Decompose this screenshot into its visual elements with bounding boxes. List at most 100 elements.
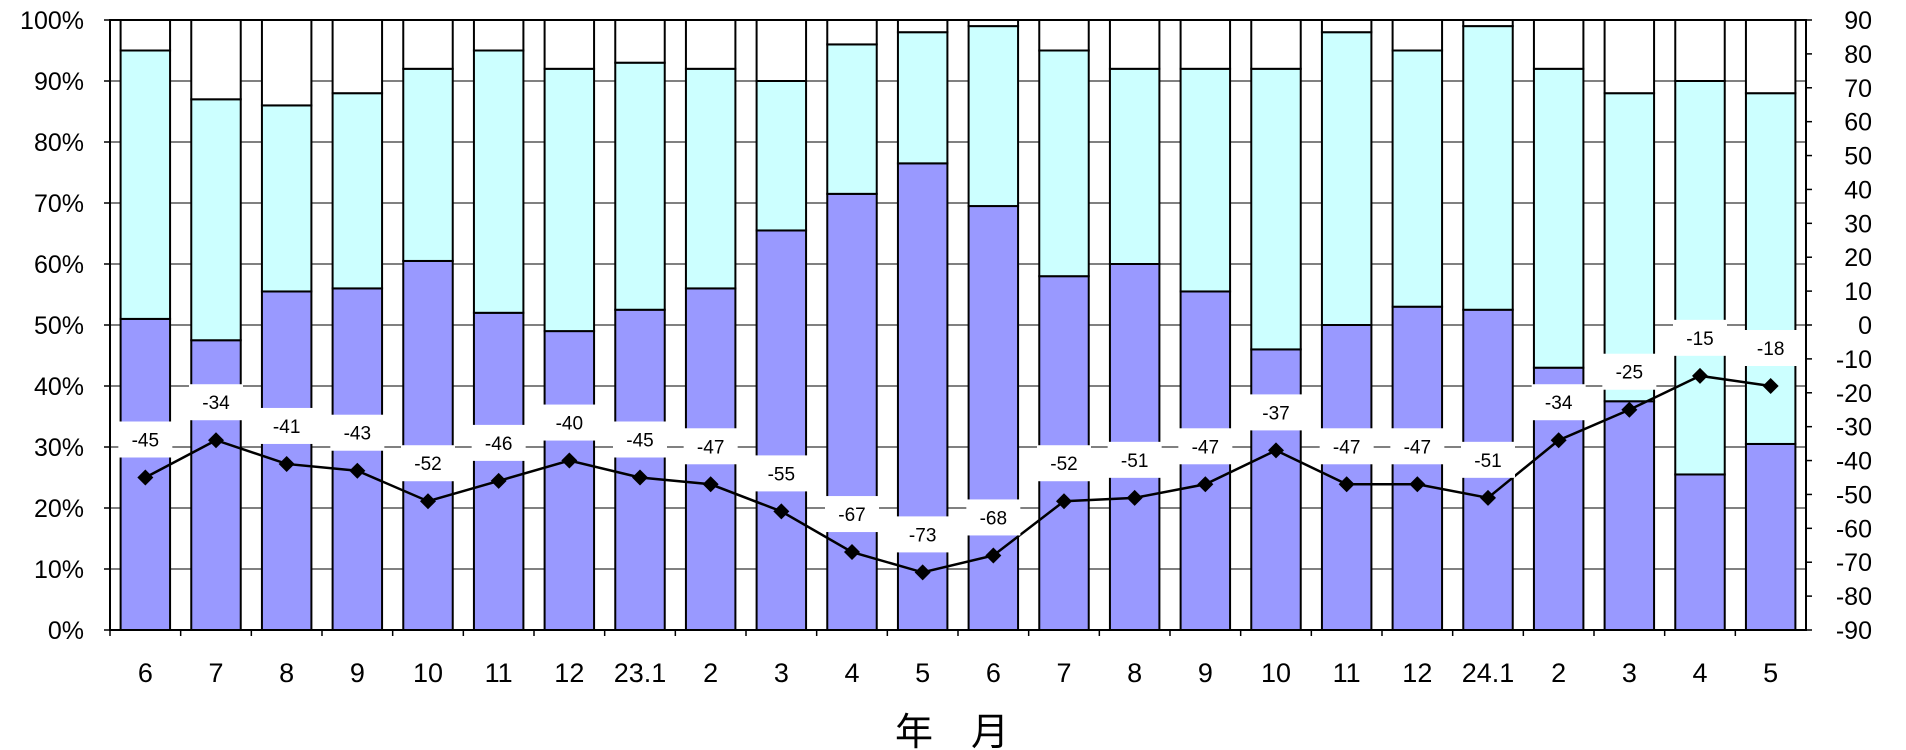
data-label: -46 [485, 434, 512, 455]
bar-segment [755, 80, 808, 232]
data-label: -45 [132, 431, 159, 452]
data-label-box [1178, 428, 1233, 465]
data-label: -41 [273, 417, 300, 438]
line-point [914, 564, 931, 581]
bar-segment [1603, 92, 1656, 403]
bar-segment [190, 339, 242, 631]
data-label: -55 [768, 464, 795, 485]
data-label: -47 [697, 437, 724, 458]
bar-segment [967, 205, 1020, 632]
right-axis-tick-label: -90 [1836, 617, 1872, 645]
left-axis-tick-label: 20% [34, 495, 84, 523]
right-axis-tick-label: -60 [1836, 515, 1872, 543]
x-axis: 6 7 8 9 10 11 12 23.1 2 3 4 5 6 7 8 9 10 11 12 24.1 2 3 4 5 [109, 630, 1778, 688]
bar-segment [402, 19, 454, 70]
bar-segment [1391, 305, 1444, 631]
data-label: -51 [1121, 451, 1148, 472]
bar-segment [1674, 473, 1726, 632]
bar-segment [1391, 49, 1444, 308]
bar-segment [1674, 80, 1726, 476]
line-point [985, 547, 1002, 564]
right-axis-tick-label: 60 [1844, 109, 1872, 137]
data-label-box [1602, 353, 1657, 390]
bar-segment [614, 19, 666, 64]
data-label: -73 [909, 525, 936, 546]
bar-segment [1462, 25, 1514, 311]
data-label: -43 [344, 424, 371, 445]
data-label: -40 [556, 414, 583, 435]
x-axis-tick-label: 24.1 [1462, 658, 1515, 688]
bar-segment [1674, 19, 1726, 82]
bar-segment [543, 67, 596, 333]
bar-segment [119, 49, 172, 320]
right-axis-tick-label: -70 [1836, 549, 1872, 577]
line-point [490, 472, 507, 489]
x-axis-tick-label: 23.1 [614, 658, 667, 688]
left-axis: 0% 10% 20% 30% 40% 50% 60% 70% 80% 90% 100% [20, 7, 110, 645]
gridlines [110, 80, 1806, 570]
bar-segment [1320, 31, 1373, 326]
bar-segment [755, 229, 808, 631]
right-axis-tick-label: -20 [1836, 380, 1872, 408]
data-label-box [1249, 394, 1303, 431]
line-series [144, 374, 1771, 574]
data-label: -52 [1050, 454, 1077, 475]
line-point [1056, 493, 1072, 510]
line-point [349, 462, 366, 479]
right-axis-tick-label: 20 [1844, 244, 1872, 272]
line-point [420, 493, 436, 510]
line-point [1126, 489, 1143, 506]
x-axis-tick-label: 10 [413, 658, 443, 688]
x-axis-tick-label: 3 [774, 658, 789, 688]
bar-segment [1108, 67, 1161, 265]
data-label-box [118, 421, 173, 458]
data-label-box [1461, 441, 1515, 478]
x-axis-tick-label: 8 [279, 658, 294, 688]
line-point [1550, 432, 1567, 449]
data-label: -37 [1262, 403, 1289, 424]
bar-segment [1391, 19, 1444, 52]
bar-segment [967, 25, 1020, 208]
line-point [773, 503, 790, 520]
balance-line [137, 367, 1779, 581]
bar-segment [472, 311, 525, 631]
line-point [844, 544, 860, 561]
x-axis-tick-label: 12 [554, 658, 584, 688]
left-axis-tick-label: 40% [34, 373, 84, 401]
line-point [1409, 476, 1426, 493]
line-point [1621, 401, 1638, 418]
x-axis-tick-label: 8 [1127, 658, 1142, 688]
bar-segment [684, 19, 737, 70]
left-axis-tick-label: 90% [34, 68, 84, 96]
bar-segment [402, 67, 454, 262]
left-axis-tick-label: 30% [34, 434, 84, 462]
right-axis-tick-label: 0 [1858, 312, 1872, 340]
left-axis-tick-label: 10% [34, 556, 84, 584]
bar-segment [1603, 400, 1656, 631]
data-label-box [189, 384, 243, 421]
data-label: -34 [1545, 393, 1573, 414]
bar-segment [1250, 348, 1302, 631]
left-axis-tick-label: 0% [48, 617, 84, 645]
line-point [632, 469, 648, 486]
right-axis-tick-label: 40 [1844, 176, 1872, 204]
bar-segment [472, 19, 525, 52]
bar-segment [684, 67, 737, 290]
bar-segment [543, 330, 596, 631]
x-axis-tick-label: 9 [350, 658, 365, 688]
right-axis-tick-label: -80 [1836, 583, 1872, 611]
data-label: -52 [414, 454, 441, 475]
data-label-box [1673, 319, 1727, 356]
bar-segment [331, 287, 384, 631]
left-axis-tick-label: 70% [34, 190, 84, 218]
x-axis-tick-label: 12 [1402, 658, 1432, 688]
bar-segment [896, 162, 949, 631]
bar-segment [1744, 19, 1797, 95]
data-label: -47 [1192, 437, 1219, 458]
line-point [1268, 442, 1284, 459]
right-axis-tick-label: 50 [1844, 143, 1872, 171]
line-point [278, 455, 295, 472]
bar-segment [826, 43, 878, 195]
bar-segment [190, 98, 242, 342]
data-label: -51 [1474, 451, 1501, 472]
